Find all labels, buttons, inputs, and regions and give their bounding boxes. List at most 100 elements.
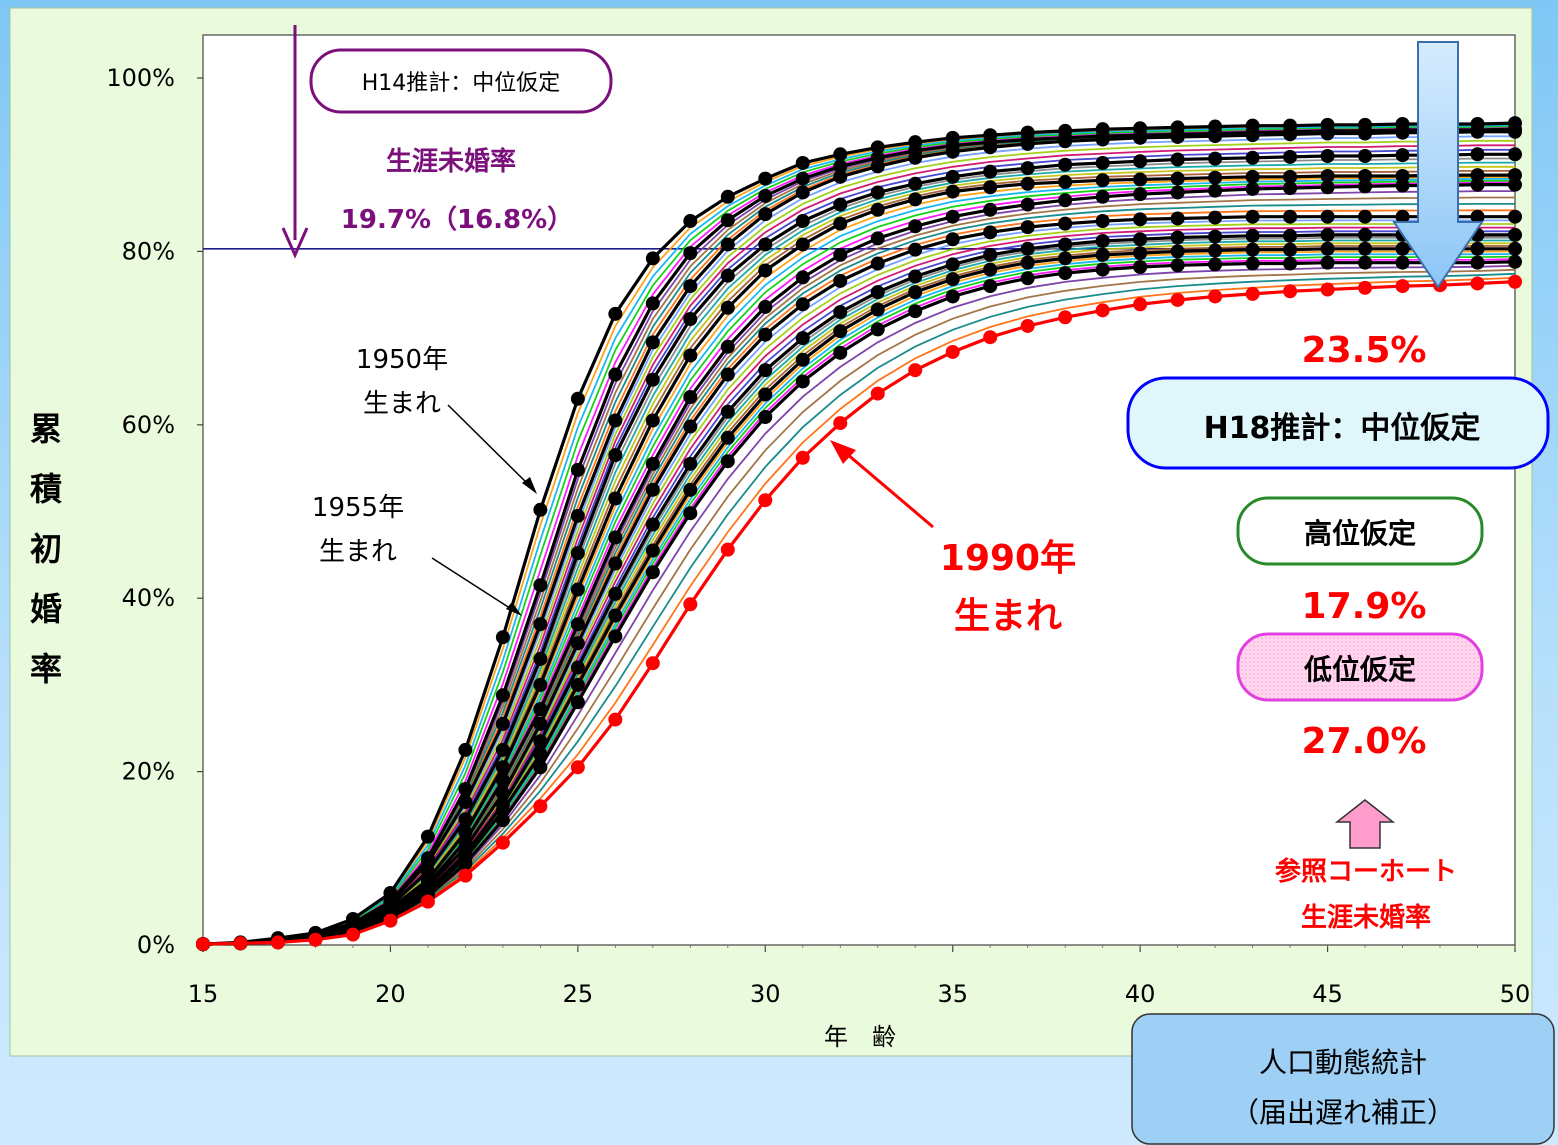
data-point xyxy=(645,335,660,350)
data-point xyxy=(1208,129,1223,144)
data-point xyxy=(1320,168,1335,183)
data-point xyxy=(1058,310,1073,325)
data-point xyxy=(1508,241,1522,256)
y-axis-label-char: 婚 xyxy=(30,590,62,628)
data-point xyxy=(758,363,773,378)
high-box xyxy=(1236,496,1484,566)
data-point xyxy=(833,216,848,231)
data-point xyxy=(495,786,510,801)
data-point xyxy=(1508,209,1522,224)
data-point xyxy=(1133,187,1148,202)
data-point xyxy=(1245,150,1260,165)
data-point xyxy=(608,306,623,321)
data-point xyxy=(1470,124,1485,139)
data-point xyxy=(1095,132,1110,147)
data-point xyxy=(196,937,210,952)
data-point xyxy=(945,232,960,247)
data-point xyxy=(795,171,810,186)
data-point xyxy=(1395,125,1410,140)
data-point xyxy=(870,302,885,317)
data-point xyxy=(833,324,848,339)
data-point xyxy=(533,651,548,666)
data-point xyxy=(870,159,885,174)
y-tick-label: 20% xyxy=(122,758,175,786)
data-point xyxy=(1320,149,1335,164)
data-point xyxy=(758,188,773,203)
data-point xyxy=(1170,244,1185,259)
data-point xyxy=(983,247,998,262)
data-point xyxy=(608,586,623,601)
data-point xyxy=(833,273,848,288)
data-point xyxy=(795,374,810,389)
label-1955-line2: 生まれ xyxy=(319,537,397,567)
data-point xyxy=(1283,181,1298,196)
data-point xyxy=(870,256,885,271)
data-point xyxy=(570,508,585,523)
data-point xyxy=(570,760,585,775)
data-point xyxy=(1320,255,1335,270)
data-point xyxy=(1095,233,1110,248)
data-point xyxy=(1470,276,1485,291)
data-point xyxy=(1358,280,1373,295)
data-point xyxy=(1058,266,1073,281)
data-point xyxy=(1508,177,1522,192)
data-point xyxy=(1208,210,1223,225)
y-axis-label-char: 初 xyxy=(30,530,62,568)
data-point xyxy=(908,304,923,319)
data-point xyxy=(1133,246,1148,261)
data-point xyxy=(1208,243,1223,258)
data-point xyxy=(570,546,585,561)
x-tick-label: 25 xyxy=(563,980,594,1008)
data-point xyxy=(608,491,623,506)
data-point xyxy=(983,180,998,195)
data-point xyxy=(1170,292,1185,307)
x-tick-label: 15 xyxy=(188,980,219,1008)
data-point xyxy=(983,140,998,155)
data-point xyxy=(645,251,660,266)
y-axis-label-char: 率 xyxy=(30,650,62,688)
value-high: 17.9% xyxy=(1302,586,1427,627)
data-point xyxy=(1020,241,1035,256)
data-point xyxy=(983,262,998,277)
data-point xyxy=(683,456,698,471)
data-point xyxy=(1470,209,1485,224)
data-point xyxy=(683,597,698,612)
data-point xyxy=(495,688,510,703)
data-point xyxy=(983,164,998,179)
data-point xyxy=(1508,147,1522,162)
data-point xyxy=(945,272,960,287)
ref-up-arrow xyxy=(1334,799,1396,849)
data-point xyxy=(608,608,623,623)
data-point xyxy=(1058,193,1073,208)
data-point xyxy=(570,660,585,675)
data-point xyxy=(495,773,510,788)
data-point xyxy=(608,413,623,428)
h14-arrow-head xyxy=(281,227,309,259)
data-point xyxy=(1320,227,1335,242)
data-point xyxy=(983,330,998,345)
data-point xyxy=(645,296,660,311)
x-axis-label: 年 齢 xyxy=(824,1023,896,1051)
data-point xyxy=(345,927,360,942)
x-tick-label: 50 xyxy=(1500,980,1531,1008)
x-tick-label: 30 xyxy=(750,980,781,1008)
source-line2: （届出遅れ補正） xyxy=(1231,1096,1455,1129)
data-point xyxy=(645,656,660,671)
data-point xyxy=(795,352,810,367)
data-point xyxy=(495,716,510,731)
data-point xyxy=(1170,129,1185,144)
y-tick-label: 100% xyxy=(106,64,175,92)
data-point xyxy=(1133,260,1148,275)
data-point xyxy=(1133,232,1148,247)
data-point xyxy=(1208,183,1223,198)
data-point xyxy=(683,348,698,363)
data-point xyxy=(1470,255,1485,270)
data-point xyxy=(608,712,623,727)
data-point xyxy=(1020,197,1035,212)
data-point xyxy=(1395,178,1410,193)
data-point xyxy=(833,169,848,184)
y-axis-label-char: 累 xyxy=(30,410,62,448)
y-tick-label: 0% xyxy=(137,931,175,959)
data-point xyxy=(870,202,885,217)
